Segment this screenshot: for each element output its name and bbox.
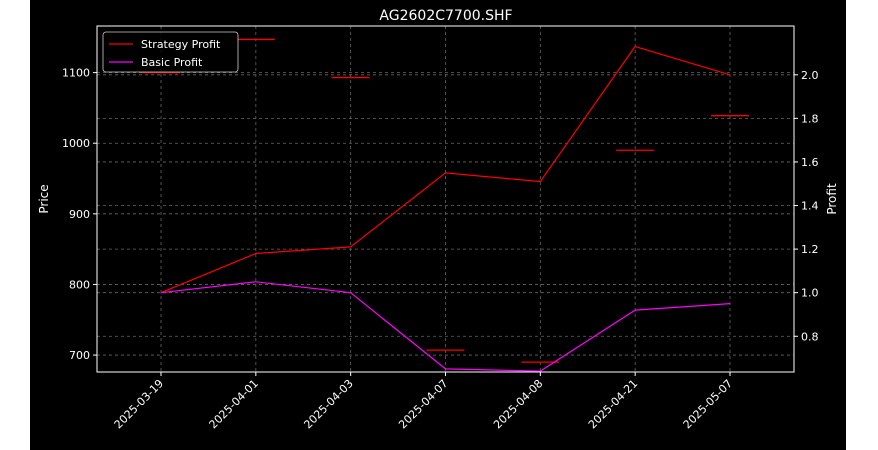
x-axis: 2025-03-19 2025-04-01 2025-04-03 2025-04-07… [112,372,735,431]
price-markers [142,38,749,363]
chart-figure: AG2602C7700.SHF 700 800 900 1000 1100 0.8 1.0… [30,0,846,450]
x-tick-label: 2025-04-03 [301,377,355,431]
right-axis: 0.8 1.0 1.2 1.4 1.6 1.8 2.0 [794,69,819,343]
legend-label: Strategy Profit [141,38,221,51]
chart: AG2602C7700.SHF 700 800 900 1000 1100 0.8 1.0… [37,8,839,431]
chart-title: AG2602C7700.SHF [379,8,512,24]
profit-tick-label: 1.8 [801,112,819,125]
profit-tick-label: 1.4 [801,200,819,213]
profit-tick-label: 1.6 [801,156,819,169]
left-axis: 700 800 900 1000 1100 [62,67,97,362]
price-tick-label: 900 [69,208,90,221]
price-tick-label: 1100 [62,67,90,80]
x-tick-label: 2025-04-01 [207,377,261,431]
price-tick-label: 700 [69,349,90,362]
price-tick-label: 800 [69,278,90,291]
x-tick-label: 2025-04-21 [586,377,640,431]
x-tick-label: 2025-05-07 [681,377,735,431]
basic-profit-line [160,281,731,372]
profit-tick-label: 1.0 [801,287,819,300]
profit-tick-label: 0.8 [801,330,819,343]
x-tick-label: 2025-03-19 [112,377,166,431]
price-tick-label: 1000 [62,137,90,150]
x-tick-label: 2025-04-08 [491,377,545,431]
profit-tick-label: 1.2 [801,243,819,256]
strategy-profit-line [160,45,731,294]
right-axis-label: Profit [825,183,839,215]
grid [97,26,794,372]
legend-label: Basic Profit [141,56,203,69]
left-axis-label: Price [37,184,51,213]
legend: Strategy Profit Basic Profit [102,31,239,73]
series-lines [160,45,731,372]
legend-box [102,31,239,73]
x-tick-label: 2025-04-07 [396,377,450,431]
profit-tick-label: 2.0 [801,69,819,82]
